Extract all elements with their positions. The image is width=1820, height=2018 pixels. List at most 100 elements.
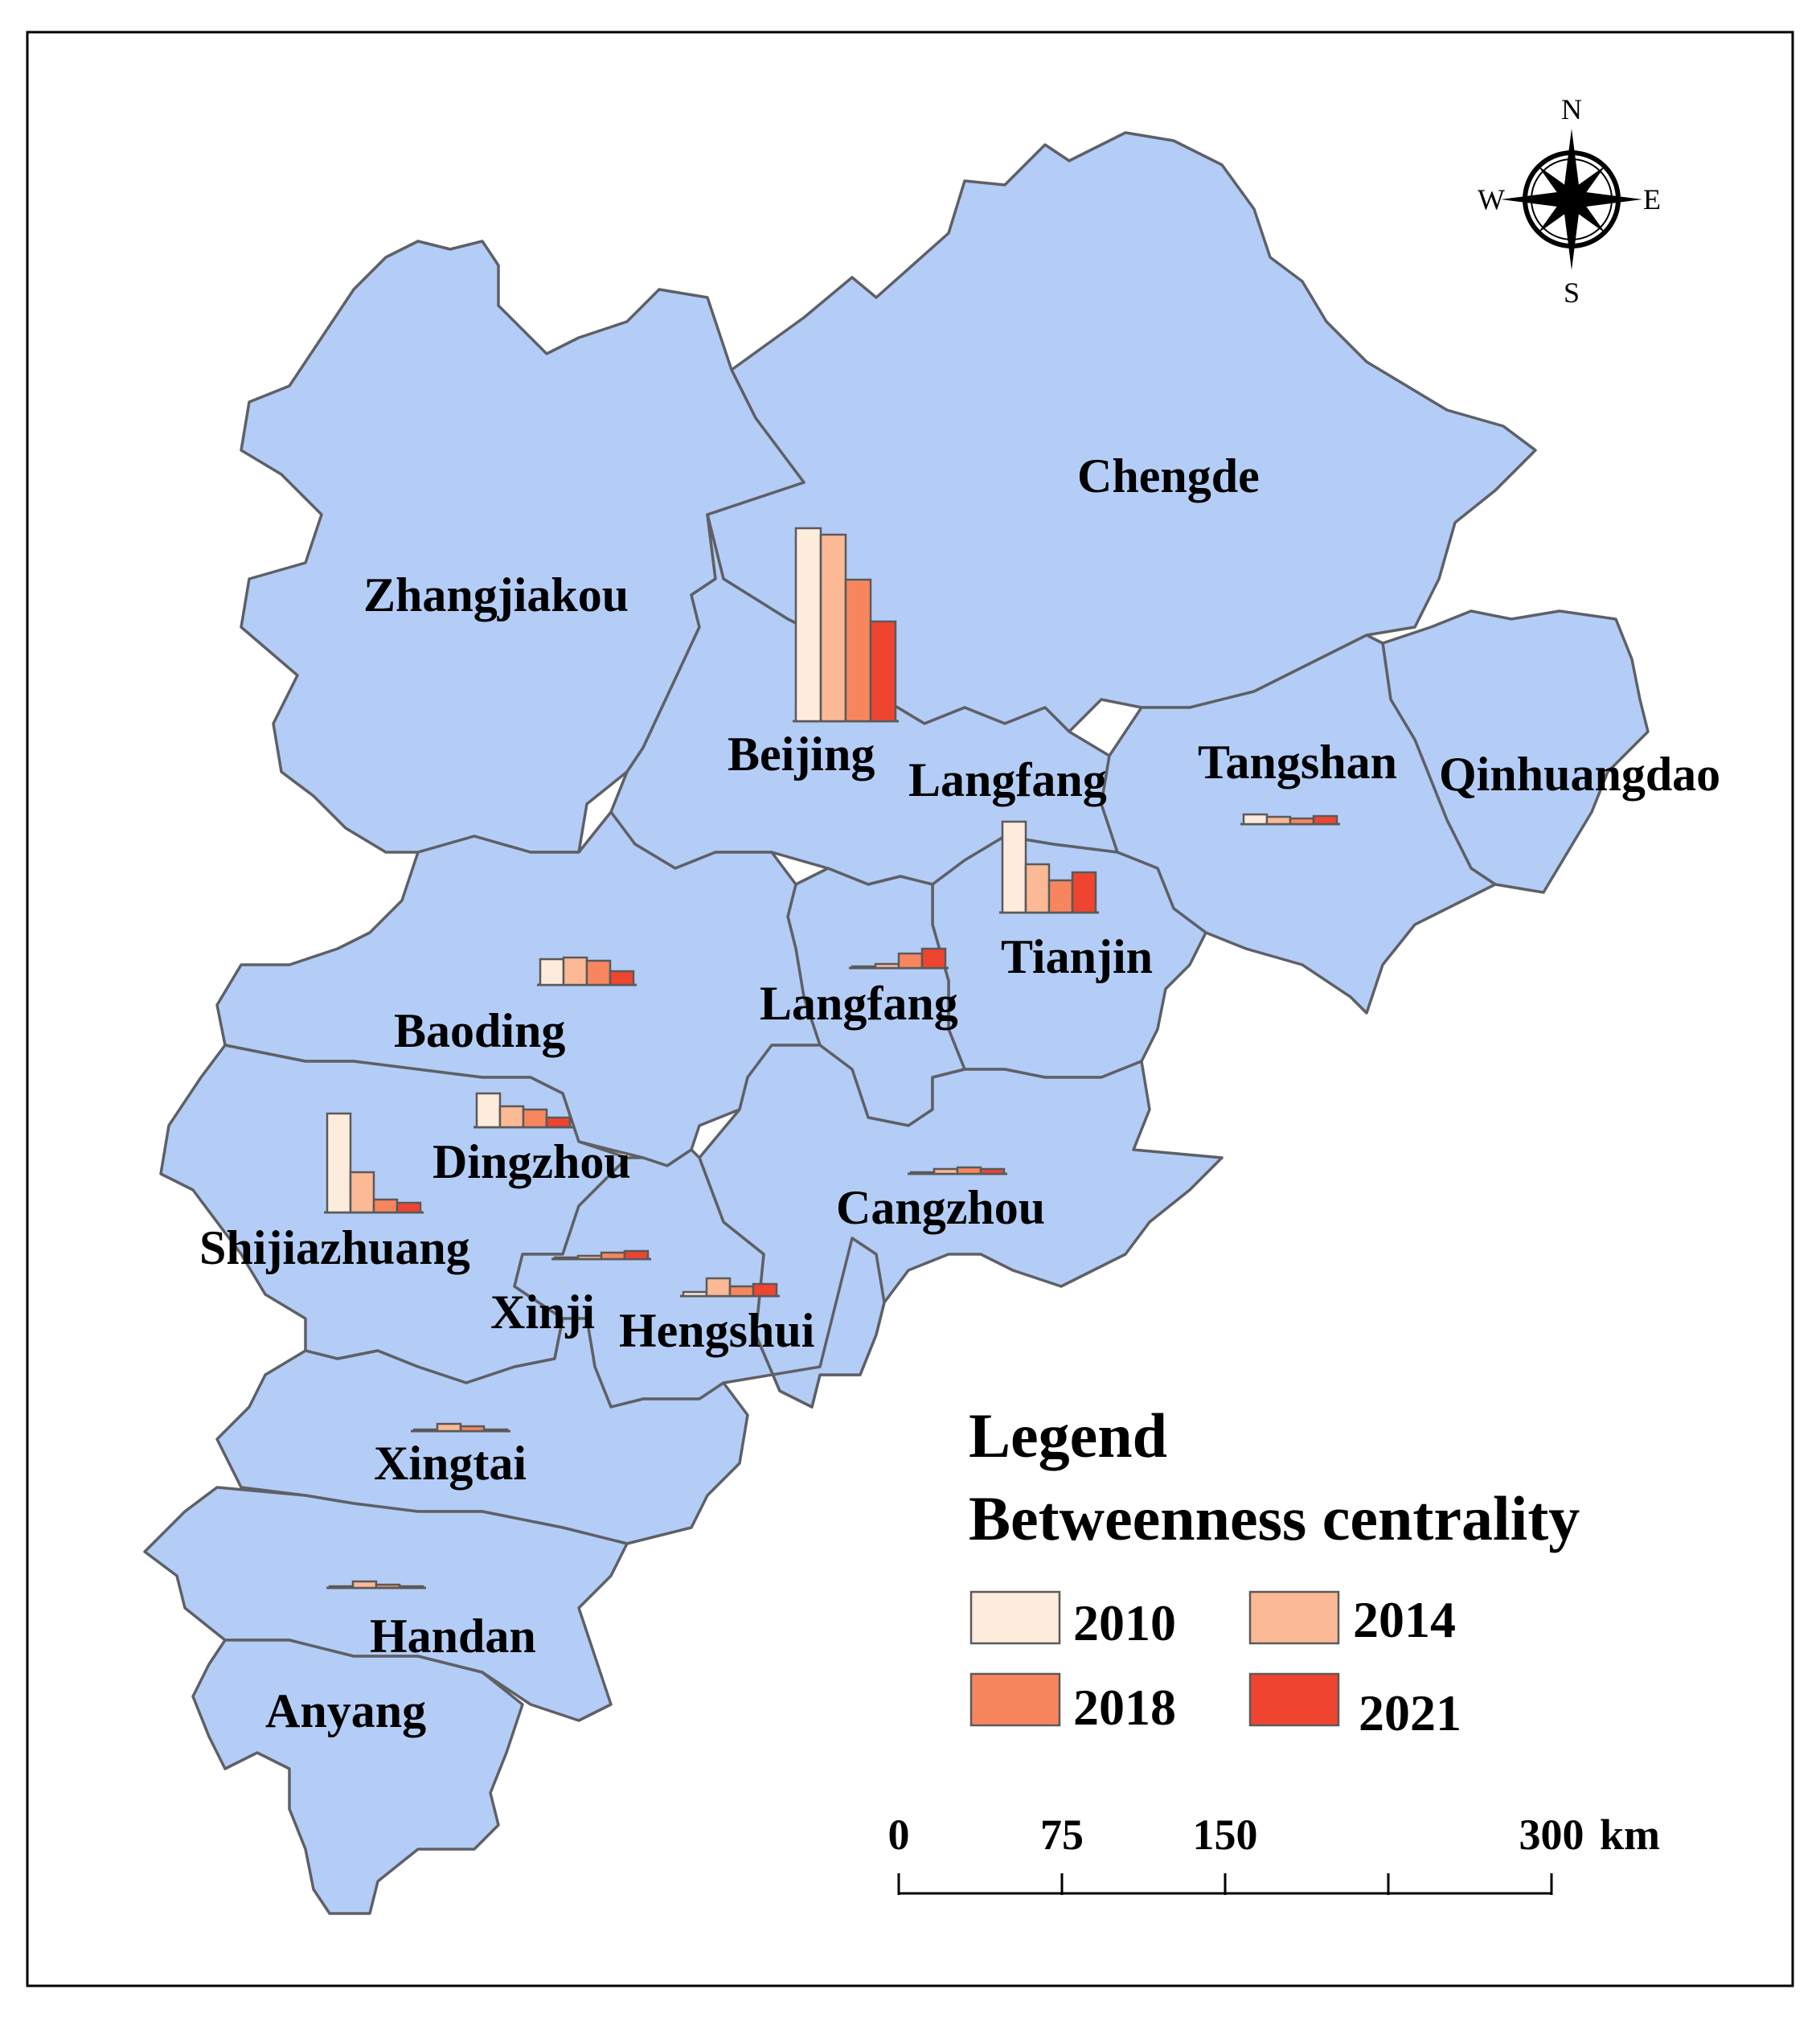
bar-cangzhou-2010 [909,1171,936,1175]
label-tianjin-6: Tianjin [1001,930,1153,983]
bar-baoding-2014 [562,956,588,986]
bar-beijing-2018 [844,578,872,723]
scale-unit: km [1600,1811,1660,1859]
label-qinhuangdao-5: Qinhuangdao [1439,748,1720,801]
scale-label-300: 300 [1519,1811,1584,1859]
compass-north-point [1564,129,1580,199]
bar-dingzhou-2010 [475,1092,502,1129]
label-cangzhou-11: Cangzhou [836,1181,1045,1234]
bar-xinji-2021 [623,1249,650,1261]
label-langfang-3: Langfang [908,753,1107,806]
bar-baoding-2018 [585,959,612,986]
legend-label-2010: 2010 [1073,1594,1176,1651]
bar-beijing-2021 [869,620,897,723]
label-hengshui-13: Hengshui [619,1304,814,1357]
bar-tianjin-2010 [1001,820,1027,914]
label-handan-15: Handan [370,1610,536,1663]
legend-label-2018: 2018 [1073,1679,1176,1736]
compass-w-label: W [1478,183,1505,215]
legend-swatch-2014 [1248,1590,1340,1645]
compass-south-point [1564,199,1580,270]
bar-tangshan-2014 [1265,815,1292,826]
bar-cangzhou-2021 [979,1167,1006,1175]
bar-xinji-2014 [576,1254,603,1261]
label-xingtai-14: Xingtai [374,1437,527,1490]
bar-xingtai-2018 [459,1425,486,1433]
scale-label-75: 75 [1040,1811,1084,1859]
region-handan[interactable] [143,1486,629,1722]
region-anyang[interactable] [191,1639,524,1915]
bar-handan-2021 [398,1585,424,1589]
compass-n-label: N [1561,93,1582,125]
bar-dingzhou-2014 [498,1105,525,1129]
label-zhangjiakou-0: Zhangjiakou [363,568,629,621]
legend-swatch-2010 [969,1590,1061,1645]
compass-west-point [1501,191,1572,207]
bar-langfang-2014 [874,962,900,970]
compass-rose: N S E W [1478,93,1661,309]
bar-xingtai-2010 [412,1428,439,1433]
bar-baoding-2010 [539,958,565,986]
bar-handan-2014 [351,1580,378,1589]
bar-tangshan-2018 [1289,817,1315,826]
legend-subtitle: Betweenness centrality [969,1483,1580,1553]
bar-dingzhou-2018 [522,1108,548,1129]
compass-east-point [1572,191,1642,207]
bar-hengshui-2010 [682,1290,708,1298]
regions-layer [143,131,1650,1915]
label-beijing-2: Beijing [728,728,875,781]
bar-hengshui-2021 [752,1282,778,1298]
label-dingzhou-9: Dingzhou [432,1135,631,1188]
bar-dingzhou-2021 [545,1116,572,1129]
bar-langfang-2021 [920,947,947,970]
legend: Legend Betweenness centrality 2010 2014 … [969,1401,1580,1741]
compass-sw-point [1538,199,1572,233]
bar-shijiazhuang-2021 [396,1201,422,1214]
label-langfang-7: Langfang [760,977,958,1030]
bar-xinji-2018 [600,1251,626,1261]
bar-hengshui-2014 [705,1277,732,1298]
legend-swatch-2018 [969,1672,1061,1727]
scale-label-150: 150 [1193,1811,1258,1859]
compass-s-label: S [1564,277,1580,309]
bar-cangzhou-2018 [956,1166,982,1175]
legend-label-2014: 2014 [1353,1591,1456,1648]
bar-tianjin-2018 [1047,879,1074,914]
scale-label-0: 0 [888,1811,910,1859]
label-shijiazhuang-10: Shijiazhuang [199,1221,470,1274]
bar-xingtai-2021 [482,1428,509,1433]
bar-tianjin-2021 [1071,871,1097,914]
bar-charts-layer [324,527,1340,1589]
bar-tangshan-2021 [1312,814,1338,826]
bar-beijing-2014 [819,533,847,723]
bar-tianjin-2014 [1024,863,1051,914]
bar-xinji-2010 [553,1256,580,1261]
scale-bar: 0 75 150 300 km [888,1811,1660,1895]
bar-langfang-2018 [897,952,924,970]
bar-tangshan-2010 [1242,813,1269,826]
bar-shijiazhuang-2014 [349,1171,375,1214]
bar-handan-2018 [375,1583,401,1589]
city-labels-layer: Zhangjiakou Chengde Beijing Langfang Tangsha… [199,449,1720,1737]
bar-beijing-2010 [794,527,822,723]
compass-ne-point [1572,166,1605,199]
bar-xingtai-2014 [436,1422,462,1433]
legend-title: Legend [969,1401,1167,1470]
label-chengde-1: Chengde [1077,449,1260,502]
legend-label-2021: 2021 [1359,1684,1461,1741]
label-anyang-16: Anyang [265,1684,426,1737]
bar-shijiazhuang-2018 [372,1198,399,1214]
label-xinji-12: Xinji [490,1286,595,1339]
label-tangshan-4: Tangshan [1198,736,1397,789]
label-baoding-8: Baoding [394,1004,565,1057]
bar-handan-2010 [328,1585,355,1589]
compass-se-point [1572,199,1605,233]
compass-e-label: E [1643,183,1661,215]
bar-shijiazhuang-2010 [326,1112,352,1214]
legend-swatch-2021 [1248,1672,1340,1727]
bar-cangzhou-2014 [933,1167,959,1175]
bar-hengshui-2018 [728,1285,755,1298]
compass-nw-point [1538,166,1572,199]
bar-langfang-2010 [851,965,877,970]
